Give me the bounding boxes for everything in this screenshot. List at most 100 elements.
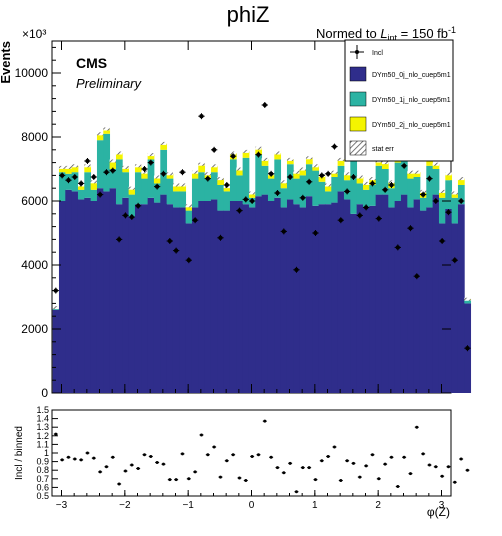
ratio-point-marker [256, 453, 260, 457]
bar-1j [198, 172, 206, 201]
legend-swatch-1j [349, 91, 367, 107]
stat-err-band [413, 170, 420, 174]
ratio-point-marker [66, 455, 70, 459]
ratio-point [148, 454, 153, 458]
ratio-point [218, 475, 223, 479]
ratio-point-marker [199, 433, 203, 437]
bar-2j [172, 185, 180, 192]
bar-2j [274, 153, 282, 160]
ratio-point [256, 453, 261, 457]
ratio-point [231, 453, 236, 457]
ratio-point-marker [123, 469, 127, 473]
stat-err-band [115, 151, 123, 155]
ratio-y-tick-label: 0.8 [36, 465, 49, 475]
data-point-marker [370, 181, 375, 186]
data-point [198, 113, 205, 120]
bar-2j [134, 165, 142, 173]
ratio-point [364, 464, 369, 468]
stat-err-band [90, 180, 97, 184]
bar-0j [324, 204, 332, 393]
bar-2j [236, 169, 244, 176]
data-point [77, 180, 85, 187]
ratio-point-marker [98, 470, 102, 474]
bar-1j [179, 191, 187, 208]
data-point [337, 217, 344, 224]
bar-0j [369, 205, 377, 393]
bar-0j [407, 207, 415, 393]
bar-0j [388, 207, 396, 393]
bar-1j [267, 178, 275, 201]
stat-err-band [255, 146, 262, 150]
y-tick-label: 6000 [21, 194, 48, 208]
ratio-y-tick-label: 1.2 [36, 431, 49, 441]
data-point [432, 198, 439, 204]
bar-2j [103, 129, 111, 134]
data-point [407, 225, 414, 232]
lumi-prefix: Normed to [316, 26, 380, 41]
bar-2j [248, 193, 256, 198]
ratio-point-marker [117, 482, 121, 486]
bar-0j [71, 191, 79, 393]
data-point-marker [72, 174, 78, 180]
bar-1j [274, 159, 282, 198]
lumi-sub: int [388, 33, 398, 43]
ratio-point [98, 470, 103, 474]
stacked-histogram [52, 127, 472, 393]
data-point [400, 162, 408, 169]
ratio-point-marker [187, 477, 191, 481]
bar-0j [147, 197, 155, 393]
bar-0j [141, 204, 149, 393]
bar-1j [172, 191, 180, 208]
data-point-marker [161, 171, 166, 176]
bar-0j [426, 207, 434, 393]
ratio-point [174, 478, 179, 482]
bar-0j [457, 204, 465, 393]
x-tick-label: −2 [119, 500, 131, 511]
y-tick-label: 10000 [15, 66, 49, 80]
bar-1j [312, 170, 320, 206]
bar-1j [122, 172, 130, 198]
bar-1j [115, 159, 123, 205]
ratio-point [300, 466, 305, 470]
data-point [413, 273, 420, 280]
main-y-axis-label: Events [0, 41, 13, 84]
ratio-point [53, 432, 58, 436]
ratio-point [389, 455, 394, 459]
legend-label-0j: DYm50_0j_nlo_cuep5m1 [372, 72, 451, 79]
bar-0j [400, 194, 408, 393]
legend-label-incl: Incl [372, 50, 383, 57]
stat-err-band [419, 189, 427, 193]
bar-2j [96, 133, 104, 141]
data-point [293, 266, 300, 273]
data-point [134, 202, 142, 209]
bar-0j [419, 210, 427, 393]
stat-err-band [65, 165, 72, 169]
stat-err-band [432, 162, 439, 166]
bar-1j [457, 185, 465, 205]
ratio-point [281, 471, 286, 475]
stat-err-band [96, 132, 104, 136]
ratio-point [180, 452, 185, 456]
legend-label-1j: DYm50_1j_nlo_cuep5m1 [372, 97, 451, 104]
bar-0j [299, 207, 307, 393]
bar-1j [185, 210, 193, 224]
bar-1j [293, 178, 301, 205]
ratio-point-marker [389, 455, 393, 459]
stat-err-band [172, 183, 180, 187]
lumi-l: L [380, 26, 387, 41]
bar-2j [242, 151, 250, 158]
ratio-point [376, 477, 381, 481]
stat-err-band [236, 167, 243, 171]
ratio-point [85, 451, 90, 455]
data-point-marker [268, 171, 274, 176]
ratio-point [351, 461, 356, 465]
ratio-point [167, 478, 172, 482]
bar-2j [318, 175, 326, 182]
data-point-marker [313, 230, 318, 236]
data-point [464, 345, 471, 352]
bar-0j [312, 205, 320, 393]
bar-1j [229, 159, 237, 201]
bar-1j [96, 140, 104, 189]
data-point-marker [154, 184, 160, 189]
stat-err-band [312, 164, 319, 168]
